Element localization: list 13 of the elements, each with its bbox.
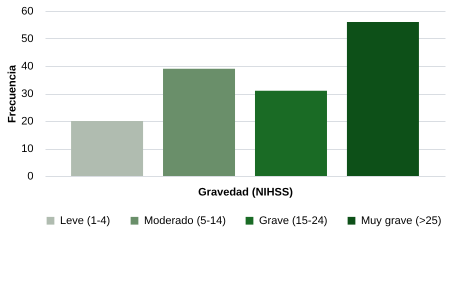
legend-label: Moderado (5-14) <box>144 214 226 227</box>
y-tick-label: 30 <box>21 88 34 100</box>
legend-label: Leve (1-4) <box>60 214 110 227</box>
y-tick-label: 10 <box>21 143 34 155</box>
y-tick-label: 40 <box>21 60 34 72</box>
y-axis-title: Frecuencia <box>6 64 18 124</box>
x-axis-title: Gravedad (NIHSS) <box>198 186 294 198</box>
legend-label: Grave (15-24) <box>259 214 328 227</box>
y-tick-label: 60 <box>21 6 34 18</box>
y-tick-label: 0 <box>27 170 34 182</box>
y-tick-label: 20 <box>21 116 34 128</box>
legend-label: Muy grave (>25) <box>361 214 442 227</box>
y-tick-label: 50 <box>21 33 34 45</box>
